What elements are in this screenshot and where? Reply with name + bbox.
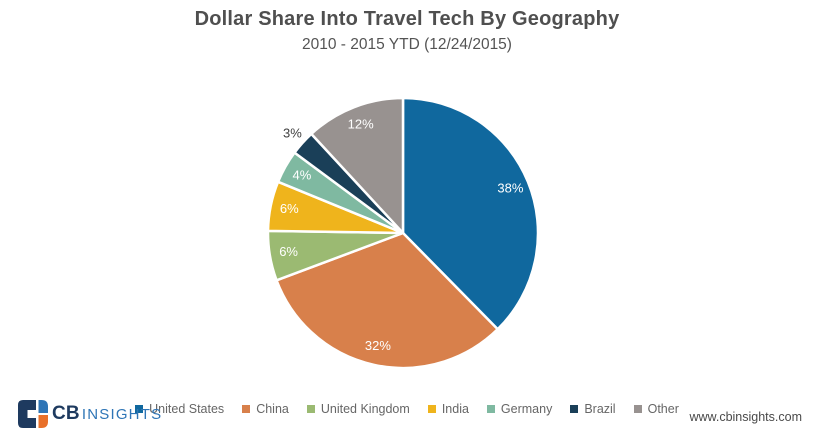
legend-label: United States: [149, 402, 225, 416]
chart-header: Dollar Share Into Travel Tech By Geograp…: [0, 8, 814, 54]
legend-label: China: [256, 402, 289, 416]
logo-text-cb: CB: [52, 403, 80, 424]
legend-marker: [427, 405, 436, 413]
pie-label-other: 12%: [348, 116, 374, 131]
legend-label: India: [441, 402, 469, 416]
pie-label-united-kingdom: 6%: [279, 244, 298, 259]
legend-item-germany: Germany: [486, 402, 553, 416]
pie-slice-united-states: [401, 96, 540, 331]
legend-label: Other: [647, 402, 679, 416]
pie-label-united-states: 38%: [497, 180, 523, 195]
pie-slice-china: [275, 231, 499, 370]
legend-item-other: Other: [633, 402, 679, 416]
legend-marker: [135, 405, 144, 413]
legend-item-china: China: [242, 402, 289, 416]
legend-label: Brazil: [584, 402, 616, 416]
pie-label-india: 6%: [280, 201, 299, 216]
legend-marker: [570, 405, 579, 413]
pie-label-china: 32%: [365, 338, 391, 353]
pie-label-brazil: 3%: [283, 125, 302, 140]
legend: United States China United Kingdom India Ger…: [60, 402, 754, 416]
pie-slice-other: [310, 96, 405, 235]
legend-item-brazil: Brazil: [570, 402, 616, 416]
website-url: www.cbinsights.com: [689, 410, 802, 424]
legend-label: Germany: [500, 402, 553, 416]
legend-marker: [633, 405, 642, 413]
pie-svg: 38% 32% 6% 6% 4% 3% 12%: [266, 96, 540, 370]
cbinsights-logo-icon: [18, 400, 48, 428]
pie-label-germany: 4%: [293, 167, 312, 182]
chart-title: Dollar Share Into Travel Tech By Geograp…: [194, 8, 620, 30]
legend-marker: [486, 405, 495, 413]
legend-item-india: India: [427, 402, 469, 416]
legend-marker: [242, 405, 251, 413]
legend-item-united-states: United States: [135, 402, 224, 416]
chart-subtitle: 2010 - 2015 YTD (12/24/2015): [302, 36, 512, 53]
pie-chart: 38% 32% 6% 6% 4% 3% 12%: [243, 73, 563, 393]
legend-item-united-kingdom: United Kingdom: [306, 402, 410, 416]
logo-text-insights: INSIGHTS: [81, 405, 163, 423]
legend-label: United Kingdom: [320, 402, 410, 416]
cbinsights-logo: CB INSIGHTS: [18, 400, 162, 428]
legend-marker: [306, 405, 315, 413]
